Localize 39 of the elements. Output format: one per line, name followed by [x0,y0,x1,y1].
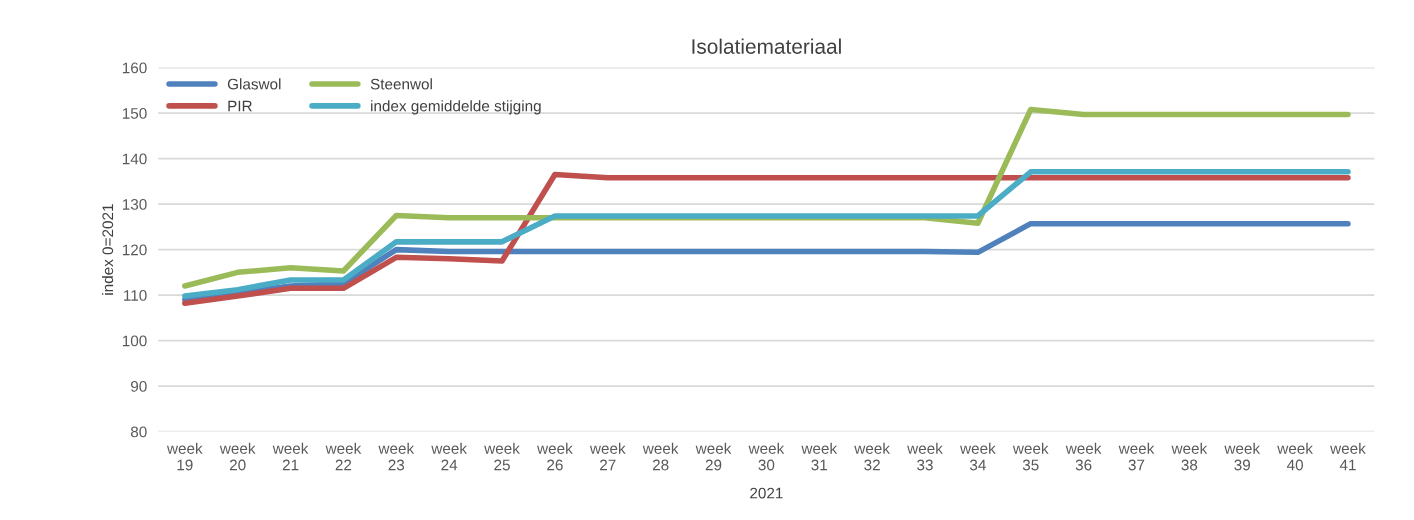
x-tick-label: week 32 [854,442,890,471]
x-tick-label: week 30 [748,442,785,471]
y-axis-title: index 0=2021 [101,204,114,295]
legend-label: index gemiddelde stijging [371,100,541,115]
x-tick-label: week 20 [219,442,256,471]
x-tick-label: week 22 [325,442,362,471]
x-tick-label: week 33 [907,442,943,471]
x-tick-label: week 28 [642,442,679,471]
y-tick-label: 130 [122,198,147,210]
x-tick-label: week 25 [484,442,520,471]
x-tick-label: week 31 [801,442,838,471]
y-tick-label: 90 [130,380,147,392]
y-tick-label: 110 [124,289,147,301]
y-tick-label: 160 [122,62,147,74]
x-tick-label: week 26 [537,442,573,471]
x-tick-label: week 23 [378,442,415,471]
x-tick-label: week 38 [1171,442,1208,471]
y-tick-label: 150 [122,107,147,119]
x-tick-label: week 19 [166,442,203,471]
y-tick-label: 100 [122,335,147,347]
x-tick-label: week 21 [272,442,309,471]
y-tick-label: 120 [122,244,147,256]
x-tick-label: week 27 [589,442,626,471]
y-tick-label: 140 [122,153,147,165]
x-axis-title: 2021 [750,487,783,499]
legend-label: Steenwol [370,78,432,90]
y-tick-label: 80 [130,426,147,438]
x-tick-label: week 40 [1277,442,1313,471]
x-tick-label: week 39 [1224,442,1261,471]
x-tick-label: week 29 [695,442,732,471]
x-tick-label: week 41 [1330,442,1366,471]
x-tick-label: week 34 [960,442,996,471]
legend-label: Glaswol [227,78,281,90]
x-tick-label: week 36 [1065,442,1102,471]
legend-label: PIR [228,100,252,112]
x-tick-label: week 35 [1012,442,1049,471]
chart-title: Isolatiemateriaal [692,38,841,54]
x-tick-label: week 37 [1118,442,1155,471]
x-tick-label: week 24 [431,442,468,471]
